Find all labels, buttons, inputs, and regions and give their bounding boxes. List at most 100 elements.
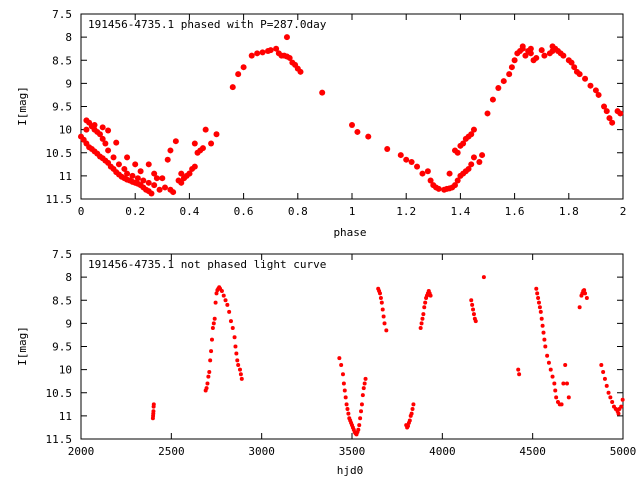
phased-y-tick-label: 10 [59, 124, 72, 137]
phased-data-point [167, 147, 174, 154]
unphased-plot-frame [80, 253, 624, 440]
phased-data-point [595, 91, 602, 98]
phased-x-tick-label: 1.6 [505, 205, 525, 218]
phased-x-tick-label: 0 [78, 205, 85, 218]
unphased-data-point [540, 323, 545, 328]
unphased-y-tick-label: 7.5 [52, 248, 72, 261]
phased-data-point [384, 146, 391, 153]
phased-data-point [427, 177, 434, 184]
unphased-y-tick-label: 9.5 [52, 341, 72, 354]
unphased-data-point [471, 307, 476, 312]
unphased-data-point [342, 388, 347, 393]
phased-data-point [240, 64, 247, 71]
unphased-data-point [360, 393, 365, 398]
phased-x-tick-label: 0.8 [288, 205, 308, 218]
phased-x-tick-label: 0.4 [179, 205, 199, 218]
unphased-data-point [543, 344, 548, 349]
unphased-data-point [384, 328, 389, 333]
unphased-data-point [379, 300, 384, 305]
unphased-data-point [561, 381, 566, 386]
phased-y-tick-label: 9 [65, 77, 72, 90]
phased-plot-frame [80, 13, 624, 200]
phased-data-point [202, 126, 209, 133]
phased-x-tick-label: 1.8 [559, 205, 579, 218]
phased-y-tick-label: 11 [59, 170, 72, 183]
phased-data-point [105, 127, 112, 134]
unphased-x-ticks: 2000 2500 3000 3500 4000 4500 5000 [68, 254, 636, 458]
phased-data-point [235, 71, 242, 78]
phased-data-point [191, 140, 198, 147]
unphased-data-point [601, 369, 606, 374]
phased-data-point [601, 103, 608, 110]
phased-data-point [191, 163, 198, 170]
unphased-data-point [223, 298, 228, 303]
unphased-data-point [340, 372, 345, 377]
unphased-data-point [550, 374, 555, 379]
phased-data-point [267, 47, 274, 54]
phased-data-point [286, 54, 293, 61]
phased-data-point [470, 126, 477, 133]
unphased-data-point [606, 390, 611, 395]
unphased-data-point [221, 293, 226, 298]
phased-data-point [113, 139, 120, 146]
unphased-data-point [407, 418, 412, 423]
phased-data-point [541, 52, 548, 59]
phased-data-point [365, 133, 372, 140]
unphased-data-point [209, 349, 214, 354]
unphased-y-tick-label: 8 [65, 271, 72, 284]
phased-data-point [454, 177, 461, 184]
unphased-data-point [566, 395, 571, 400]
unphased-data-point [537, 305, 542, 310]
unphased-data-point [419, 321, 424, 326]
phased-data-point [568, 59, 575, 66]
unphased-data-point [584, 295, 589, 300]
phased-data-point [582, 75, 589, 82]
unphased-data-point [382, 321, 387, 326]
unphased-data-point [345, 406, 350, 411]
phased-data-point [435, 185, 442, 192]
unphased-data-point [212, 316, 217, 321]
phased-data-point [148, 190, 155, 197]
phased-data-point [519, 43, 526, 50]
phased-data-point [468, 131, 475, 138]
unphased-data-point [380, 307, 385, 312]
unphased-data-point [238, 372, 243, 377]
unphased-data-point [469, 298, 474, 303]
phased-data-point [229, 84, 236, 91]
unphased-data-point [422, 305, 427, 310]
unphased-data-point [239, 376, 244, 381]
phased-data-point [495, 85, 502, 91]
unphased-data-point [363, 376, 368, 381]
unphased-data-point [516, 367, 521, 372]
phased-data-point [259, 49, 266, 56]
unphased-data-point [204, 386, 209, 391]
phased-data-point [460, 140, 467, 147]
unphased-data-point [539, 316, 544, 321]
phased-data-point [349, 122, 355, 128]
unphased-data-point [344, 402, 349, 407]
phased-y-tick-label: 11.5 [46, 193, 73, 206]
phased-data-point [273, 45, 280, 52]
phased-data-point [419, 170, 426, 177]
phased-data-point [571, 64, 578, 71]
unphased-data-point [356, 427, 361, 432]
phased-data-point [208, 140, 215, 147]
phased-data-point [178, 179, 185, 186]
unphased-data-point [410, 406, 415, 411]
phased-data-point [465, 165, 472, 172]
phased-data-point [83, 126, 90, 133]
unphased-data-point [564, 381, 569, 386]
unphased-data-point [378, 291, 383, 296]
unphased-data-point [409, 411, 414, 416]
unphased-data-point [236, 363, 241, 367]
phased-data-point [489, 96, 496, 103]
unphased-data-point [341, 381, 346, 386]
unphased-data-point [151, 402, 156, 407]
unphased-data-point [548, 367, 553, 372]
phased-data-point [134, 175, 141, 182]
phased-data-point [576, 71, 583, 78]
unphased-data-point [235, 358, 240, 363]
phased-data-point [606, 115, 613, 122]
unphased-x-tick-label: 3500 [339, 445, 366, 458]
phased-y-ticks: 7.5 8 8.5 9 9.5 10 10.5 11 11.5 [46, 8, 623, 206]
